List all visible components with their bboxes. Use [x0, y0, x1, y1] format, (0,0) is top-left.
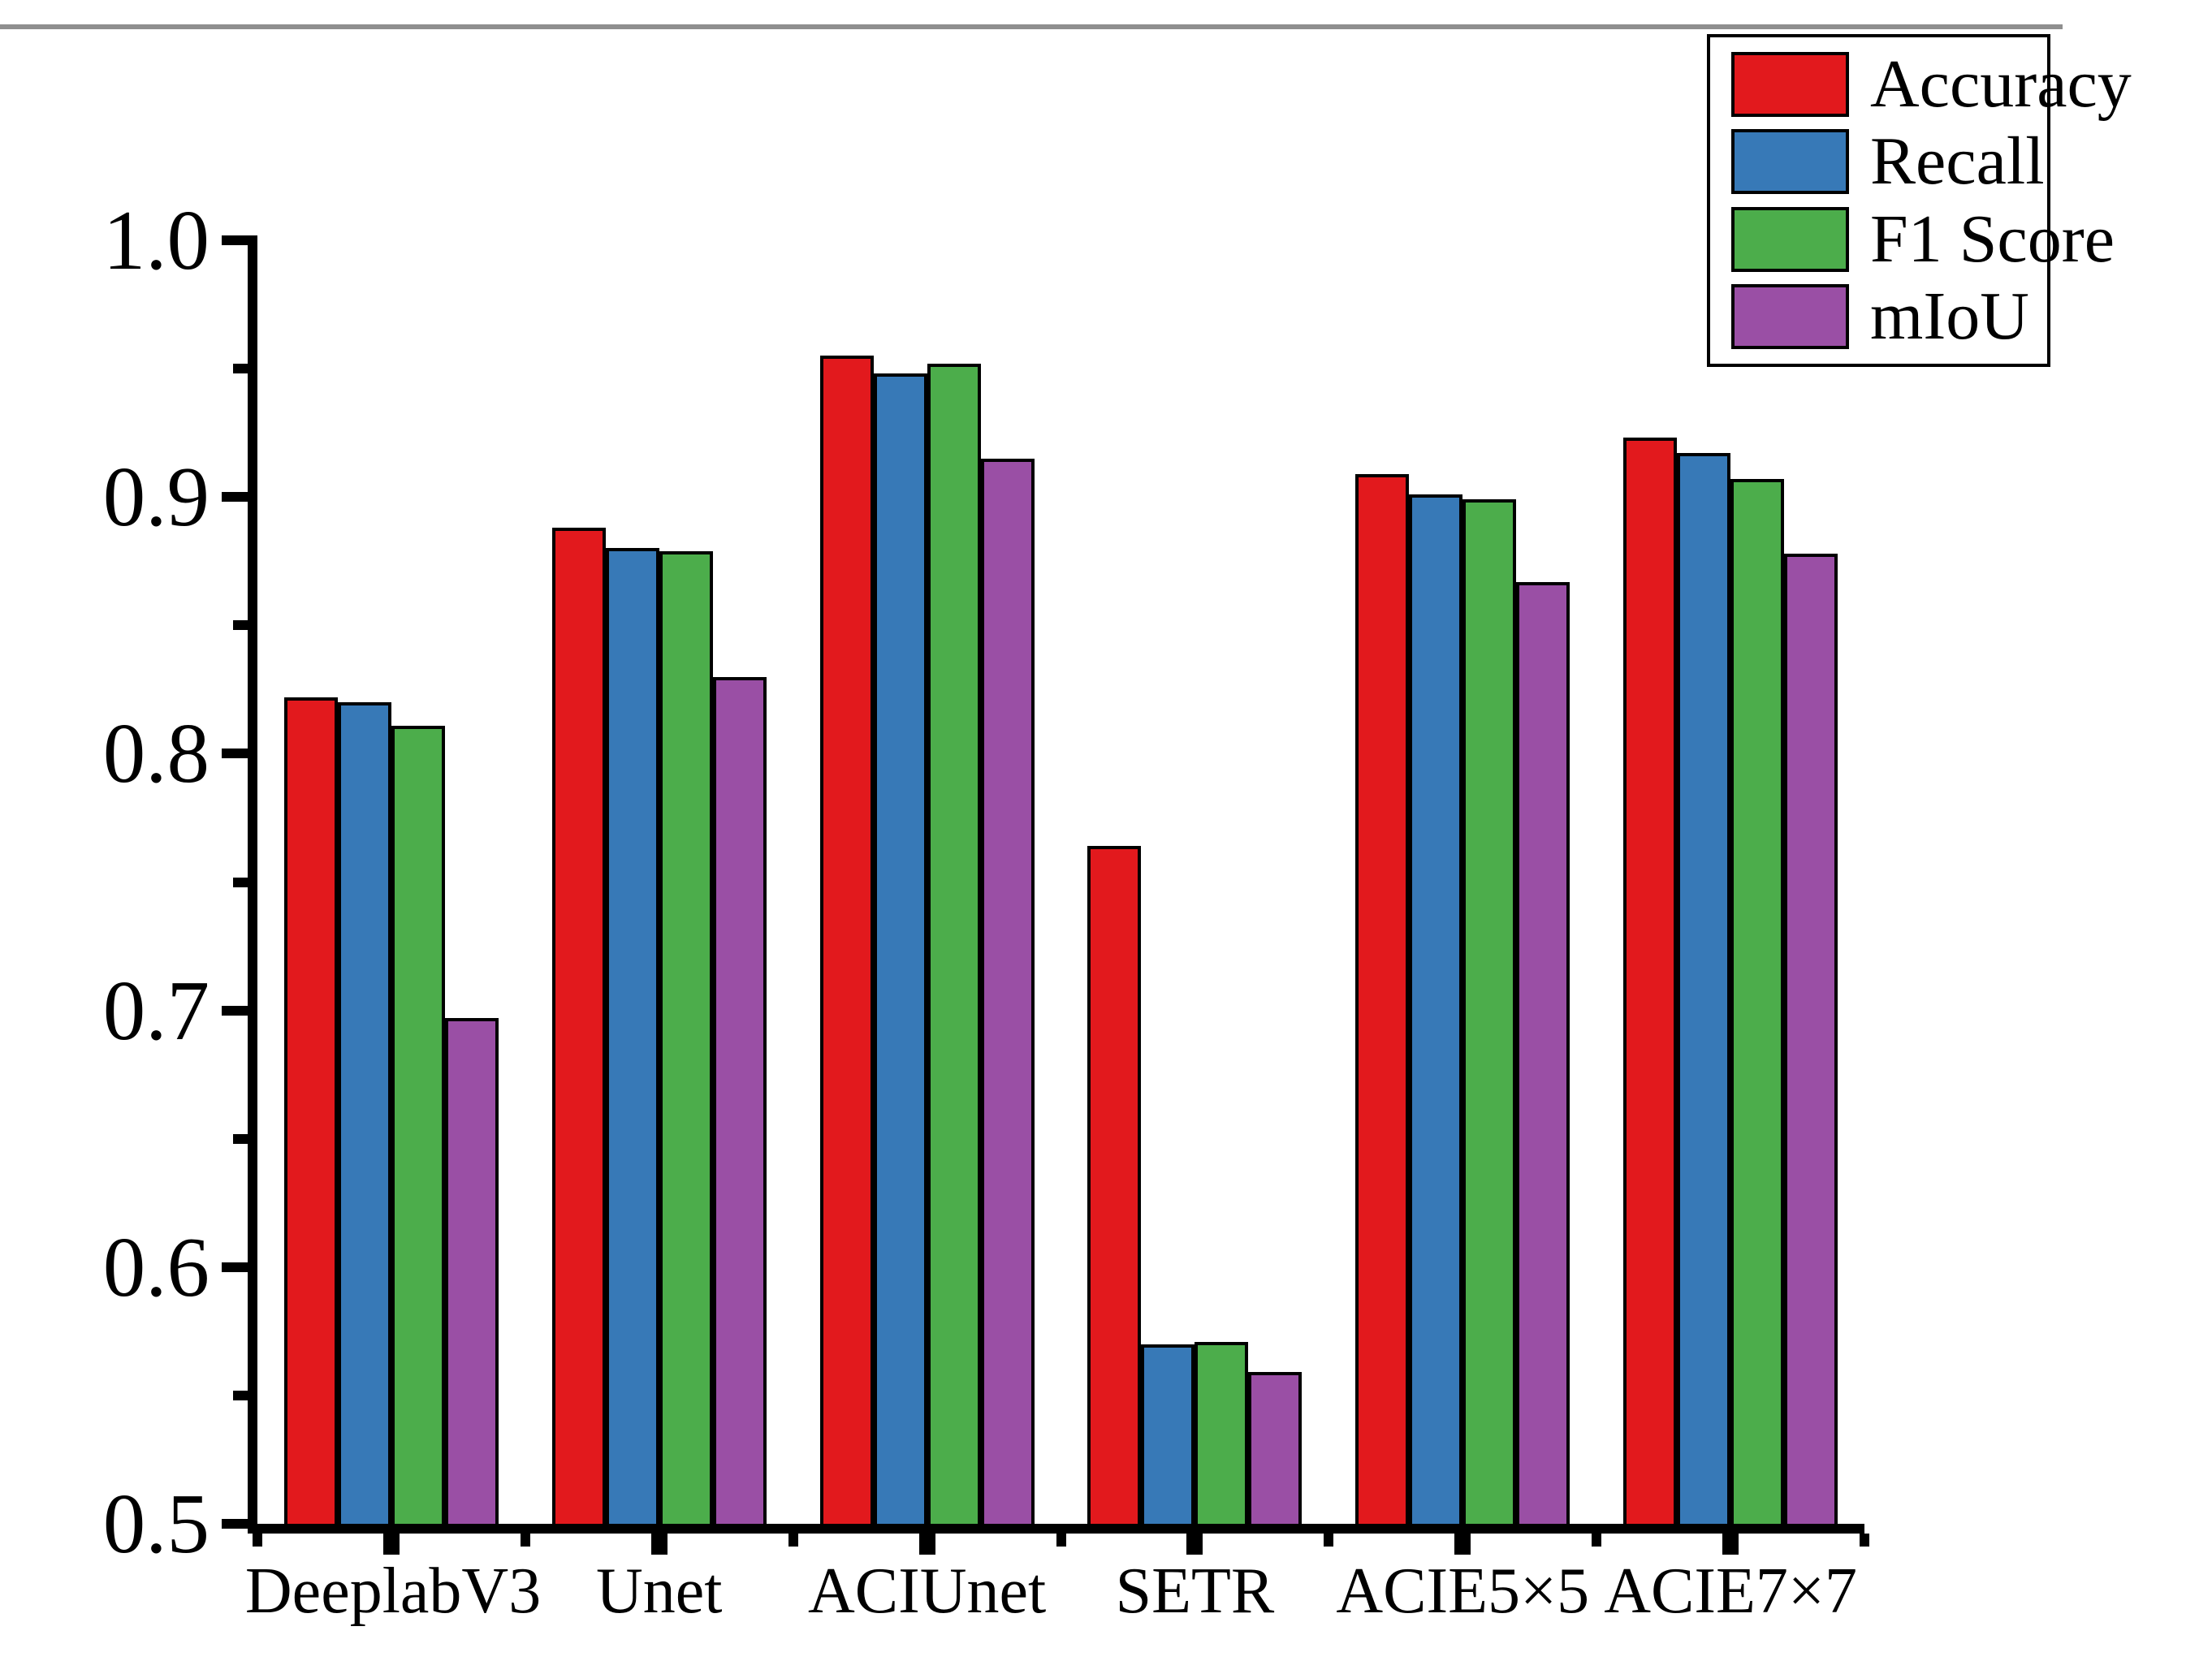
x-category-label: ACIE7×7	[1604, 1555, 1857, 1627]
legend-label: Accuracy	[1870, 46, 2132, 122]
y-tick-label: 0.7	[102, 962, 210, 1058]
x-minor-tick	[788, 1534, 798, 1547]
x-major-tick	[1454, 1534, 1471, 1555]
x-minor-tick	[253, 1534, 262, 1547]
bar-accuracy-SETR	[1087, 846, 1142, 1524]
legend: Accuracy Recall F1 Score mIoU	[1707, 34, 2132, 367]
x-category-label: DeeplabV3	[244, 1555, 542, 1627]
bars-layer	[257, 240, 1864, 1524]
x-category-label: SETR	[1115, 1555, 1275, 1627]
y-tick-label: 0.8	[102, 705, 210, 801]
bar-accuracy-ACIE55	[1355, 473, 1410, 1524]
bar-recall-ACIUnet	[873, 373, 927, 1524]
bar-miou-ACIUnet	[980, 458, 1035, 1524]
x-major-tick	[918, 1534, 935, 1555]
legend-swatch-recall	[1731, 129, 1849, 195]
bar-miou-ACIE55	[1516, 581, 1570, 1524]
bar-miou-SETR	[1248, 1372, 1303, 1524]
y-minor-tick	[233, 620, 257, 631]
y-tick-label: 1.0	[102, 192, 210, 287]
legend-swatch-f1-score	[1731, 206, 1849, 272]
y-minor-tick	[233, 1390, 257, 1400]
bar-recall-SETR	[1141, 1344, 1195, 1524]
bar-accuracy-DeeplabV3	[283, 697, 338, 1524]
x-minor-tick	[1056, 1534, 1066, 1547]
bar-accuracy-ACIUnet	[819, 356, 874, 1524]
y-tick-label: 0.5	[102, 1476, 210, 1571]
bar-f1-score-SETR	[1195, 1341, 1249, 1524]
legend-row: F1 Score	[1731, 205, 2115, 274]
bar-recall-DeeplabV3	[337, 702, 391, 1524]
y-major-tick	[222, 1519, 257, 1529]
x-major-tick	[1722, 1534, 1739, 1555]
x-major-tick	[1186, 1534, 1203, 1555]
x-major-tick	[382, 1534, 400, 1555]
legend-label: F1 Score	[1870, 201, 2115, 277]
bar-f1-score-DeeplabV3	[391, 725, 445, 1524]
bar-f1-score-ACIUnet	[927, 363, 981, 1524]
legend-swatch-accuracy	[1731, 52, 1849, 117]
legend-row: Accuracy	[1731, 50, 2132, 119]
bar-miou-ACIE77	[1784, 553, 1838, 1524]
legend-label: mIoU	[1870, 278, 2029, 354]
x-category-label: ACIUnet	[807, 1555, 1047, 1627]
x-major-tick	[650, 1534, 667, 1555]
y-major-tick	[222, 1262, 257, 1272]
y-major-tick	[222, 235, 257, 245]
bar-miou-DeeplabV3	[444, 1018, 499, 1524]
legend-swatch-miou	[1731, 283, 1849, 349]
y-major-tick	[222, 1005, 257, 1016]
legend-row: mIoU	[1731, 278, 2039, 354]
y-tick-label: 0.6	[102, 1219, 210, 1314]
figure-top-rule	[0, 24, 2063, 29]
legend-label: Recall	[1870, 123, 2045, 200]
plot-area	[248, 240, 1864, 1534]
x-minor-tick	[1592, 1534, 1602, 1547]
x-minor-tick	[520, 1534, 530, 1547]
x-minor-tick	[1324, 1534, 1334, 1547]
x-category-label: Unet	[595, 1555, 723, 1627]
bar-recall-ACIE55	[1409, 494, 1463, 1524]
legend-row: Recall	[1731, 127, 2045, 196]
y-major-tick	[222, 492, 257, 503]
y-minor-tick	[233, 877, 257, 887]
bar-accuracy-Unet	[551, 528, 606, 1524]
bar-miou-Unet	[712, 676, 767, 1524]
bar-f1-score-Unet	[659, 550, 713, 1524]
x-minor-tick	[1860, 1534, 1869, 1547]
bar-recall-ACIE77	[1677, 453, 1731, 1524]
bar-f1-score-ACIE55	[1462, 499, 1517, 1524]
y-minor-tick	[233, 1133, 257, 1144]
x-category-label: ACIE5×5	[1336, 1555, 1590, 1627]
bar-f1-score-ACIE77	[1730, 479, 1785, 1524]
y-minor-tick	[233, 364, 257, 374]
y-tick-label: 0.9	[102, 449, 210, 545]
bar-accuracy-ACIE77	[1623, 438, 1678, 1524]
bar-recall-Unet	[605, 548, 659, 1524]
y-major-tick	[222, 749, 257, 759]
